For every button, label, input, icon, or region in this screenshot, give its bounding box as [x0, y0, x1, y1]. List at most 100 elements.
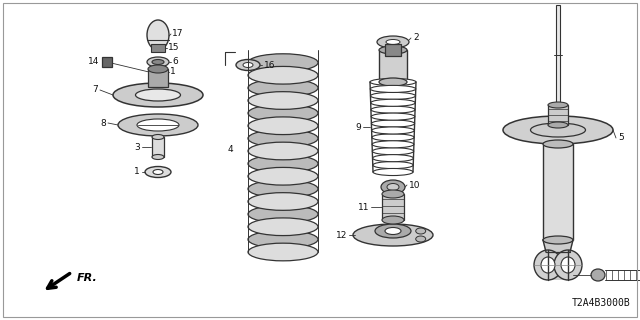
- Ellipse shape: [154, 70, 162, 74]
- Bar: [548, 250, 568, 280]
- Bar: [152, 137, 164, 157]
- Bar: [102, 57, 112, 67]
- Ellipse shape: [548, 102, 568, 108]
- Ellipse shape: [248, 193, 318, 210]
- Ellipse shape: [248, 117, 318, 135]
- Ellipse shape: [137, 119, 179, 131]
- Text: 12: 12: [335, 230, 347, 239]
- Text: 6: 6: [172, 58, 178, 67]
- Ellipse shape: [248, 243, 318, 261]
- Ellipse shape: [379, 78, 407, 86]
- Ellipse shape: [386, 39, 400, 44]
- Text: 11: 11: [358, 203, 369, 212]
- Ellipse shape: [561, 257, 575, 273]
- Ellipse shape: [387, 183, 399, 190]
- Ellipse shape: [416, 228, 426, 234]
- Ellipse shape: [591, 269, 605, 281]
- Polygon shape: [543, 240, 573, 252]
- Text: 9: 9: [355, 123, 361, 132]
- Text: 4: 4: [227, 146, 233, 155]
- Ellipse shape: [147, 20, 169, 50]
- Bar: [148, 69, 168, 87]
- Text: 15: 15: [168, 44, 179, 52]
- Ellipse shape: [236, 60, 260, 70]
- Ellipse shape: [243, 62, 253, 68]
- Ellipse shape: [248, 79, 318, 97]
- Ellipse shape: [248, 167, 318, 185]
- Bar: [543, 144, 573, 240]
- Ellipse shape: [248, 155, 318, 172]
- Ellipse shape: [554, 250, 582, 280]
- Ellipse shape: [147, 57, 169, 67]
- Ellipse shape: [152, 60, 164, 65]
- Ellipse shape: [371, 99, 415, 106]
- Ellipse shape: [248, 218, 318, 236]
- Ellipse shape: [379, 46, 407, 54]
- Ellipse shape: [248, 92, 318, 109]
- Ellipse shape: [543, 236, 573, 244]
- Ellipse shape: [145, 166, 171, 178]
- Ellipse shape: [543, 140, 573, 148]
- Ellipse shape: [372, 127, 414, 134]
- Text: 5: 5: [618, 133, 624, 142]
- Text: 1: 1: [134, 167, 140, 177]
- Ellipse shape: [416, 236, 426, 242]
- Ellipse shape: [248, 142, 318, 160]
- Ellipse shape: [248, 67, 318, 84]
- Ellipse shape: [372, 141, 414, 148]
- Ellipse shape: [548, 122, 568, 128]
- Text: 17: 17: [172, 29, 184, 38]
- Ellipse shape: [152, 134, 164, 140]
- Ellipse shape: [371, 120, 415, 127]
- Ellipse shape: [248, 54, 318, 71]
- Ellipse shape: [373, 168, 413, 176]
- Ellipse shape: [248, 130, 318, 147]
- Text: 16: 16: [264, 60, 275, 69]
- Bar: [382, 194, 404, 220]
- Text: 8: 8: [100, 118, 106, 127]
- Ellipse shape: [382, 216, 404, 224]
- Ellipse shape: [248, 205, 318, 223]
- Ellipse shape: [534, 250, 562, 280]
- Ellipse shape: [136, 89, 180, 101]
- Bar: [548, 105, 568, 125]
- Text: 14: 14: [88, 58, 99, 67]
- Text: 3: 3: [134, 142, 140, 151]
- Ellipse shape: [503, 116, 613, 144]
- Ellipse shape: [149, 68, 167, 76]
- Ellipse shape: [381, 180, 405, 194]
- Ellipse shape: [153, 170, 163, 174]
- Bar: [385, 44, 401, 56]
- Ellipse shape: [531, 123, 586, 137]
- Ellipse shape: [148, 65, 168, 73]
- Ellipse shape: [372, 148, 413, 155]
- Text: 7: 7: [92, 85, 98, 94]
- Bar: [151, 44, 165, 52]
- Ellipse shape: [377, 36, 409, 48]
- Bar: [379, 50, 407, 82]
- Ellipse shape: [113, 83, 203, 107]
- Ellipse shape: [118, 114, 198, 136]
- Ellipse shape: [372, 155, 413, 162]
- Ellipse shape: [370, 85, 416, 92]
- Ellipse shape: [375, 224, 411, 238]
- Ellipse shape: [370, 78, 416, 85]
- Text: 1: 1: [170, 68, 176, 76]
- Text: 10: 10: [409, 180, 420, 189]
- Text: FR.: FR.: [77, 273, 98, 283]
- Ellipse shape: [541, 257, 555, 273]
- Ellipse shape: [248, 230, 318, 248]
- Ellipse shape: [372, 134, 414, 141]
- Ellipse shape: [371, 92, 415, 100]
- Ellipse shape: [382, 190, 404, 198]
- Ellipse shape: [385, 228, 401, 235]
- Text: 2: 2: [413, 34, 419, 43]
- Bar: [556, 5, 560, 105]
- Ellipse shape: [353, 224, 433, 246]
- Ellipse shape: [152, 155, 164, 159]
- Ellipse shape: [371, 113, 415, 120]
- Ellipse shape: [248, 180, 318, 198]
- Text: T2A4B3000B: T2A4B3000B: [572, 298, 630, 308]
- Ellipse shape: [248, 104, 318, 122]
- Ellipse shape: [371, 106, 415, 113]
